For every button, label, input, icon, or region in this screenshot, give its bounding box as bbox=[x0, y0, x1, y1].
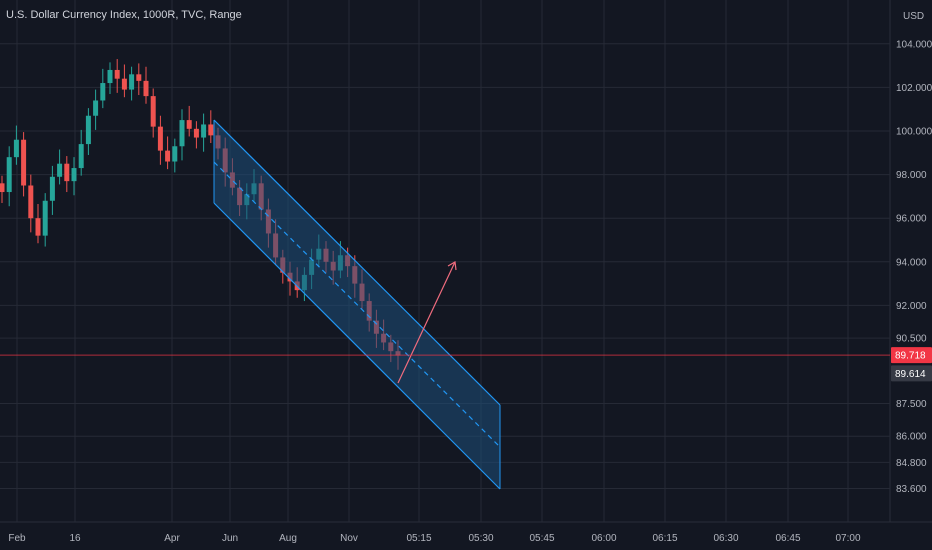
tag-value: 89.614 bbox=[895, 369, 926, 380]
chart-title: U.S. Dollar Currency Index, 1000R, TVC, … bbox=[6, 9, 242, 21]
candle-body bbox=[71, 168, 77, 182]
candle-body bbox=[78, 144, 84, 169]
candle-body bbox=[21, 139, 27, 186]
candle-body bbox=[28, 185, 34, 219]
time-tick-label: Aug bbox=[279, 533, 297, 544]
candle-body bbox=[49, 176, 55, 201]
time-tick-label: 05:30 bbox=[468, 533, 493, 544]
channel-midline[interactable] bbox=[213, 161, 501, 448]
candle-body bbox=[150, 96, 156, 127]
candle-body bbox=[93, 100, 99, 116]
price-tick-label: 86.000 bbox=[896, 432, 927, 443]
candle-body bbox=[172, 146, 178, 162]
candle-body bbox=[107, 69, 113, 84]
candle-body bbox=[114, 69, 120, 79]
candle-body bbox=[57, 163, 63, 177]
tag-value: 89.718 bbox=[895, 351, 926, 362]
channel-upper-line[interactable] bbox=[213, 119, 501, 406]
price-tags: 89.718 89.614 bbox=[891, 347, 932, 382]
price-tick-label: 102.000 bbox=[896, 83, 932, 94]
candle-body bbox=[193, 128, 199, 138]
time-tick-label: Apr bbox=[164, 533, 180, 544]
price-tick-label: 84.800 bbox=[896, 458, 927, 469]
candle-body bbox=[0, 183, 5, 193]
channel-lower-line[interactable] bbox=[213, 202, 501, 490]
price-axis[interactable]: 104.000 102.000 100.000 98.000 96.000 94.000 9… bbox=[896, 11, 932, 495]
regression-channel[interactable] bbox=[213, 119, 501, 490]
candle-body bbox=[186, 120, 192, 129]
candle-body bbox=[179, 120, 185, 147]
time-tick-label: 05:45 bbox=[529, 533, 554, 544]
candle-body bbox=[13, 139, 19, 158]
time-tick-label: Nov bbox=[340, 533, 358, 544]
price-tick-label: 90.500 bbox=[896, 334, 927, 345]
candle-body bbox=[100, 83, 106, 101]
chart-grid bbox=[0, 0, 932, 523]
price-tick-label: 94.000 bbox=[896, 257, 927, 268]
candle-body bbox=[6, 157, 12, 193]
candle-body bbox=[42, 200, 48, 236]
candle-body bbox=[64, 163, 70, 182]
price-tick-label: 100.000 bbox=[896, 127, 932, 138]
price-tick-label: 87.500 bbox=[896, 399, 927, 410]
last-price-tag: 89.718 bbox=[891, 347, 932, 364]
currency-label: USD bbox=[903, 11, 924, 22]
time-axis[interactable]: Feb 16 Apr Jun Aug Nov 05:15 05:30 05:45 06:00 06:… bbox=[8, 533, 861, 544]
price-tick-label: 92.000 bbox=[896, 301, 927, 312]
time-tick-label: 05:15 bbox=[406, 533, 431, 544]
tag-background bbox=[891, 365, 932, 382]
time-tick-label: Jun bbox=[222, 533, 238, 544]
time-tick-label: 16 bbox=[69, 533, 81, 544]
time-tick-label: 06:15 bbox=[652, 533, 677, 544]
candle-body bbox=[121, 78, 127, 90]
time-tick-label: 06:00 bbox=[591, 533, 616, 544]
candle-body bbox=[129, 74, 135, 90]
candle-body bbox=[136, 74, 142, 81]
time-tick-label: 06:45 bbox=[775, 533, 800, 544]
candle-body bbox=[157, 126, 163, 151]
time-tick-label: 07:00 bbox=[835, 533, 860, 544]
candle-body bbox=[208, 124, 214, 136]
projection-arrow[interactable] bbox=[397, 261, 457, 384]
time-tick-label: Feb bbox=[8, 533, 26, 544]
candle-body bbox=[35, 218, 41, 236]
candle-body bbox=[143, 80, 149, 97]
candle-body bbox=[85, 115, 91, 145]
price-tick-label: 104.000 bbox=[896, 39, 932, 50]
candle-body bbox=[165, 150, 171, 162]
prev-close-tag: 89.614 bbox=[891, 365, 932, 382]
price-tick-label: 98.000 bbox=[896, 170, 927, 181]
arrow-head bbox=[447, 261, 457, 271]
time-tick-label: 06:30 bbox=[713, 533, 738, 544]
tag-background bbox=[891, 347, 932, 364]
price-tick-label: 83.600 bbox=[896, 484, 927, 495]
arrow-shaft[interactable] bbox=[397, 261, 456, 384]
price-tick-label: 96.000 bbox=[896, 214, 927, 225]
candle-body bbox=[201, 124, 207, 138]
